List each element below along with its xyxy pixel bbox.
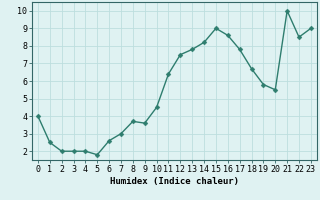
X-axis label: Humidex (Indice chaleur): Humidex (Indice chaleur) [110, 177, 239, 186]
